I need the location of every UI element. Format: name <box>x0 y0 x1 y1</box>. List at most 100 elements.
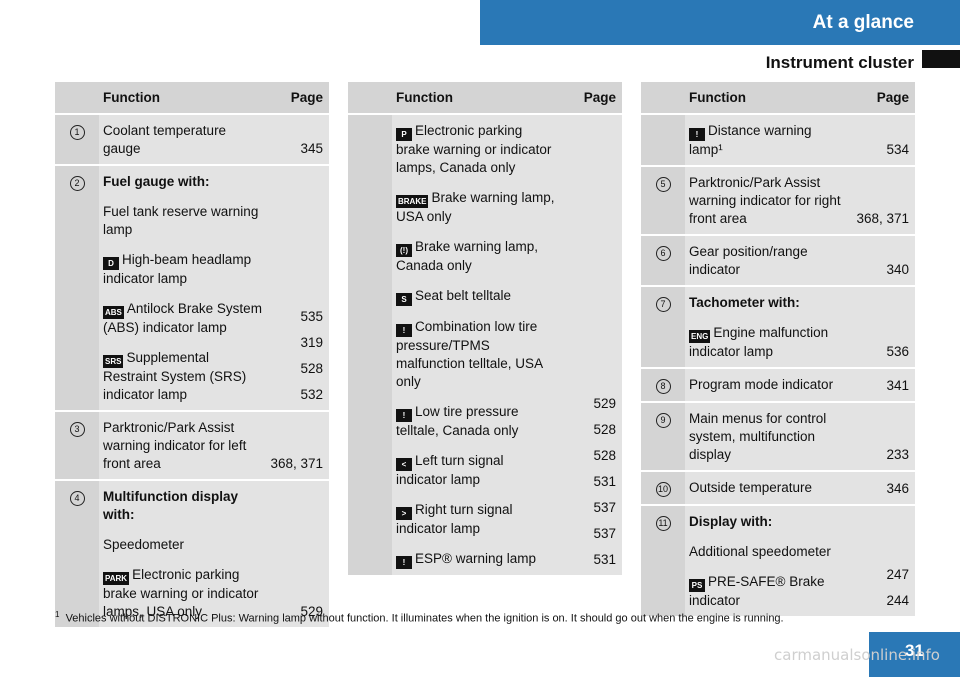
function-label: Supplemental Restraint System (SRS) indi… <box>103 350 247 402</box>
function-item: S Seat belt telltale <box>396 287 556 306</box>
page-reference: 340 <box>886 262 909 277</box>
col-num-header <box>641 82 685 113</box>
function-label: ESP® warning lamp <box>415 551 536 566</box>
callout-number: 4 <box>69 491 85 506</box>
callout-number: 7 <box>655 297 671 312</box>
table-row: 4 Multifunction display with: Speedometer P… <box>55 479 329 627</box>
function-item: Fuel gauge with: <box>103 173 263 191</box>
page-reference: 319 <box>300 335 323 350</box>
function-label: Additional speedometer <box>689 544 831 559</box>
function-item: ENG Engine malfunction indicator lamp <box>689 324 849 361</box>
section-tab <box>922 50 960 68</box>
indicator-icon: ! <box>396 409 412 422</box>
indicator-icon: D <box>103 257 119 270</box>
function-item: BRAKE Brake warning lamp, USA only <box>396 189 556 226</box>
function-label: Fuel tank reserve warning lamp <box>103 204 259 237</box>
function-item: Program mode indicator <box>689 376 849 394</box>
function-label: Antilock Brake System (ABS) indicator la… <box>103 301 262 335</box>
function-item: Additional speedometer <box>689 543 849 561</box>
indicator-icon: PARK <box>103 572 130 585</box>
function-label: Left turn signal indicator lamp <box>396 453 504 487</box>
col-num-header <box>348 82 392 113</box>
function-label: Electronic parking brake warning or indi… <box>396 123 552 175</box>
function-item: Parktronic/Park Assist warning indicator… <box>689 174 849 228</box>
function-label: Multifunction display with: <box>103 489 238 522</box>
indicator-icon: BRAKE <box>396 195 429 208</box>
col-num-header <box>55 82 99 113</box>
function-label: Seat belt telltale <box>415 288 512 303</box>
function-item: PS PRE-SAFE® Brake indicator <box>689 573 849 610</box>
indicator-icon: ABS <box>103 306 124 319</box>
row-number <box>348 113 392 575</box>
table-row: 5 Parktronic/Park Assist warning indicato… <box>641 165 915 234</box>
function-label: Distance warning lamp¹ <box>689 123 812 157</box>
watermark: carmanualsonline.info <box>774 646 940 664</box>
function-item: Gear position/range indicator <box>689 243 849 279</box>
function-item: Outside temperature <box>689 479 849 497</box>
callout-number: 10 <box>655 482 671 497</box>
row-number: 8 <box>641 367 685 401</box>
header-bar <box>480 0 960 45</box>
col-page-header: Page <box>560 82 622 113</box>
function-item: < Left turn signal indicator lamp <box>396 452 556 489</box>
table-row: 2 Fuel gauge with: Fuel tank reserve warni… <box>55 164 329 410</box>
col-function-header: Function <box>392 82 560 113</box>
indicator-icon: (!) <box>396 244 412 257</box>
page-reference: 531 <box>593 474 616 489</box>
row-number: 6 <box>641 234 685 285</box>
function-item: PARK Electronic parking brake warning or … <box>103 566 263 621</box>
function-item: D High-beam headlamp indicator lamp <box>103 251 263 288</box>
row-number: 11 <box>641 504 685 616</box>
page-reference: 368, 371 <box>856 211 909 226</box>
indicator-icon: ENG <box>689 330 711 343</box>
table-row: 1 Coolant temperature gauge 345 <box>55 113 329 164</box>
callout-number: 8 <box>655 379 671 394</box>
col-function-header: Function <box>685 82 853 113</box>
function-label: Electronic parking brake warning or indi… <box>103 567 259 619</box>
function-table-2: Function Page P Electronic parking brake wa… <box>348 82 622 575</box>
callout-number: 3 <box>69 422 85 437</box>
function-label: Engine malfunction indicator lamp <box>689 325 829 359</box>
function-item: Fuel tank reserve warning lamp <box>103 203 263 239</box>
function-label: Combination low tire pressure/TPMS malfu… <box>396 319 543 389</box>
function-item: Parktronic/Park Assist warning indicator… <box>103 419 263 473</box>
footnote-text: Vehicles without DISTRONIC Plus: Warning… <box>65 612 784 625</box>
page-reference: 341 <box>886 378 909 393</box>
page-reference: 346 <box>886 481 909 496</box>
chapter-title: At a glance <box>812 12 914 33</box>
indicator-icon: > <box>396 507 412 520</box>
page-reference: 247 <box>886 567 909 582</box>
row-number: 1 <box>55 113 99 164</box>
function-item: ! Distance warning lamp¹ <box>689 122 849 159</box>
function-item: ! ESP® warning lamp <box>396 550 556 569</box>
indicator-icon: SRS <box>103 355 124 368</box>
col-page-header: Page <box>267 82 329 113</box>
callout-number: 11 <box>655 516 671 531</box>
function-item: SRS Supplemental Restraint System (SRS) i… <box>103 349 263 404</box>
page-reference: 534 <box>886 142 909 157</box>
function-label: PRE-SAFE® Brake indicator <box>689 574 825 608</box>
function-item: P Electronic parking brake warning or ind… <box>396 122 556 177</box>
function-item: ABS Antilock Brake System (ABS) indicator… <box>103 300 263 337</box>
function-item: ! Combination low tire pressure/TPMS malf… <box>396 318 556 391</box>
indicator-icon: P <box>396 128 412 141</box>
row-number: 9 <box>641 401 685 470</box>
table-row: 3 Parktronic/Park Assist warning indicato… <box>55 410 329 479</box>
function-table-3: Function Page! Distance warning lamp¹ 534 5 P… <box>641 82 915 616</box>
row-number: 3 <box>55 410 99 479</box>
col-page-header: Page <box>853 82 915 113</box>
function-item: ! Low tire pressure telltale, Canada only <box>396 403 556 440</box>
page-reference: 244 <box>886 593 909 608</box>
function-item: Tachometer with: <box>689 294 849 312</box>
table-row: ! Distance warning lamp¹ 534 <box>641 113 915 165</box>
row-number: 10 <box>641 470 685 504</box>
function-label: Brake warning lamp, USA only <box>396 190 555 224</box>
callout-number: 5 <box>655 177 671 192</box>
function-label: Right turn signal indicator lamp <box>396 502 513 536</box>
page-number: 31 <box>869 632 960 677</box>
function-label: Program mode indicator <box>689 377 834 392</box>
footnote: 1 Vehicles without DISTRONIC Plus: Warni… <box>55 610 784 625</box>
table-row: 6 Gear position/range indicator 340 <box>641 234 915 285</box>
col-function-header: Function <box>99 82 267 113</box>
function-label: Tachometer with: <box>689 295 800 310</box>
